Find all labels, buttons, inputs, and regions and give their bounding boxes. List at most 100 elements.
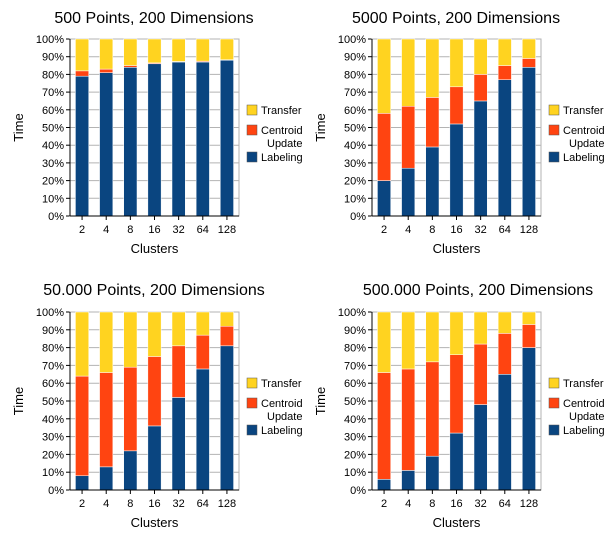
- bar-segment-labeling: [99, 72, 114, 217]
- x-axis-title: Clusters: [433, 241, 481, 256]
- y-tick-label: 30%: [344, 158, 366, 170]
- y-tick-label: 20%: [42, 176, 64, 188]
- bar-segment-centroid-update: [147, 356, 162, 427]
- x-tick-label: 16: [450, 224, 462, 236]
- y-tick-label: 100%: [338, 34, 366, 46]
- x-tick-label: 16: [450, 498, 462, 510]
- bar-segment-centroid-update: [497, 65, 512, 80]
- y-tick-label: 60%: [344, 105, 366, 117]
- bar-segment-labeling: [449, 123, 464, 217]
- bar-segment-centroid-update: [449, 86, 464, 125]
- y-tick-label: 50%: [344, 396, 366, 408]
- bar-segment-transfer: [522, 311, 536, 325]
- legend-label: Centroid Update: [261, 398, 303, 423]
- y-tick-label: 20%: [344, 449, 366, 461]
- bar-segment-transfer: [377, 38, 391, 114]
- y-tick-label: 30%: [42, 158, 64, 170]
- bar-segment-centroid-update: [401, 106, 416, 169]
- y-tick-label: 50%: [344, 123, 366, 135]
- legend-swatch: [548, 104, 560, 116]
- x-tick-label: 64: [197, 498, 209, 510]
- x-tick-label: 8: [429, 224, 435, 236]
- bar-segment-labeling: [425, 455, 440, 491]
- bar-segment-centroid-update: [220, 325, 234, 347]
- y-tick-label: 30%: [344, 432, 366, 444]
- y-tick-label: 40%: [344, 414, 366, 426]
- bar-segment-centroid-update: [99, 68, 114, 73]
- bar-segment-transfer: [473, 311, 488, 345]
- bar-segment-transfer: [99, 38, 114, 70]
- bar-segment-labeling: [147, 425, 162, 491]
- y-tick-label: 0%: [48, 485, 64, 497]
- bar-segment-labeling: [123, 450, 138, 491]
- y-tick-label: 40%: [42, 414, 64, 426]
- legend-label: Transfer: [563, 105, 604, 117]
- x-tick-label: 4: [405, 498, 411, 510]
- x-tick-label: 128: [218, 224, 236, 236]
- bar-segment-transfer: [147, 38, 162, 64]
- x-tick-label: 4: [103, 498, 109, 510]
- bar-segment-centroid-update: [497, 333, 512, 375]
- bar-segment-transfer: [449, 38, 464, 88]
- y-tick-label: 10%: [42, 467, 64, 479]
- legend-swatch: [246, 104, 258, 116]
- y-tick-label: 0%: [350, 211, 366, 223]
- y-tick-label: 80%: [42, 343, 64, 355]
- legend-label: Centroid Update: [563, 398, 605, 423]
- bar-segment-labeling: [195, 368, 210, 491]
- x-tick-label: 32: [475, 224, 487, 236]
- bar-segment-centroid-update: [401, 368, 416, 471]
- legend-label: Transfer: [261, 105, 302, 117]
- bar-segment-centroid-update: [195, 334, 210, 370]
- y-tick-label: 60%: [344, 378, 366, 390]
- bar-segment-transfer: [425, 38, 440, 98]
- y-tick-label: 30%: [42, 432, 64, 444]
- y-tick-label: 100%: [36, 307, 64, 319]
- x-tick-label: 2: [381, 498, 387, 510]
- bar-segment-labeling: [171, 397, 186, 491]
- x-tick-label: 2: [381, 224, 387, 236]
- x-tick-label: 32: [173, 498, 185, 510]
- legend-swatch: [246, 377, 258, 389]
- x-tick-label: 128: [520, 498, 538, 510]
- y-tick-label: 10%: [42, 193, 64, 205]
- bar-segment-labeling: [473, 100, 488, 217]
- legend-label: Labeling: [563, 152, 605, 164]
- bar-segment-centroid-update: [171, 345, 186, 398]
- x-tick-label: 8: [127, 224, 133, 236]
- bar-segment-transfer: [497, 311, 512, 334]
- bar-segment-transfer: [449, 311, 464, 355]
- bar-segment-centroid-update: [425, 97, 440, 148]
- x-tick-label: 4: [405, 224, 411, 236]
- legend: Transfer Centroid Update Labeling: [548, 377, 605, 437]
- bar-segment-centroid-update: [522, 58, 536, 68]
- legend-swatch: [246, 124, 258, 136]
- y-tick-label: 80%: [344, 69, 366, 81]
- x-axis-title: Clusters: [131, 241, 179, 256]
- y-tick-label: 10%: [344, 467, 366, 479]
- x-tick-label: 8: [429, 498, 435, 510]
- x-tick-label: 64: [499, 224, 511, 236]
- x-axis-title: Clusters: [433, 515, 481, 530]
- y-tick-label: 0%: [350, 485, 366, 497]
- chart-title: 50.000 Points, 200 Dimensions: [43, 282, 264, 299]
- bar-segment-transfer: [195, 311, 210, 336]
- bar-segment-labeling: [99, 466, 114, 491]
- y-tick-label: 50%: [42, 123, 64, 135]
- bar-segment-labeling: [171, 61, 186, 217]
- bar-segment-labeling: [473, 404, 488, 491]
- bar-segment-labeling: [123, 67, 138, 217]
- x-tick-label: 4: [103, 224, 109, 236]
- legend: Transfer Centroid Update Labeling: [246, 377, 303, 437]
- bar-segment-labeling: [497, 374, 512, 491]
- y-tick-label: 90%: [42, 325, 64, 337]
- y-tick-label: 10%: [344, 193, 366, 205]
- legend-label: Centroid Update: [563, 125, 605, 150]
- bar-segment-centroid-update: [75, 375, 89, 477]
- bar-segment-transfer: [195, 38, 210, 62]
- legend-label: Labeling: [563, 425, 605, 437]
- bar-segment-labeling: [195, 61, 210, 217]
- bar-segment-transfer: [75, 311, 89, 377]
- legend-swatch: [548, 377, 560, 389]
- bar-segment-transfer: [220, 38, 234, 60]
